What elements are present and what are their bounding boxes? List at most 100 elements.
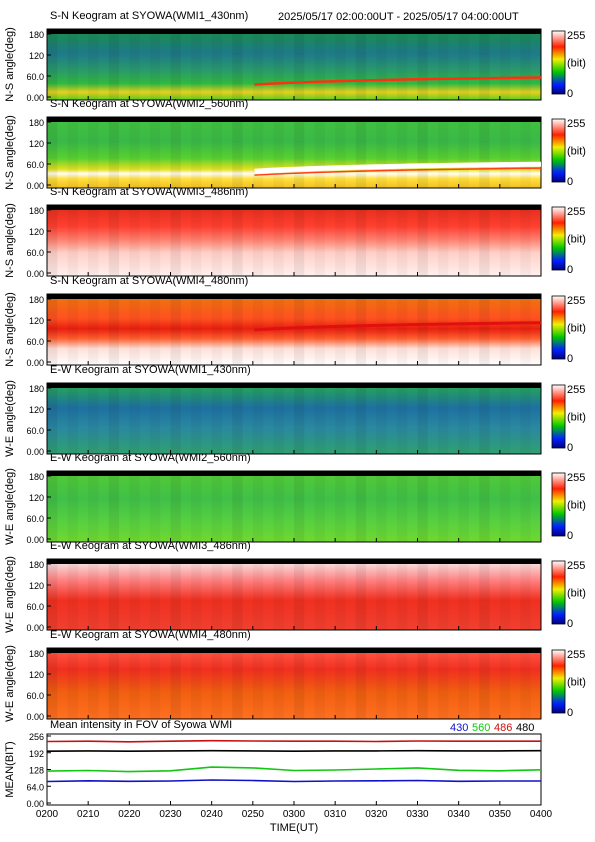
y-tick-label: 0.00 <box>26 712 44 722</box>
keogram-texture <box>191 34 201 100</box>
x-tick-label: 0240 <box>201 809 224 820</box>
keogram-texture <box>294 653 305 719</box>
keogram-texture <box>150 564 160 630</box>
keogram-texture <box>459 122 469 188</box>
keogram-texture <box>397 653 407 719</box>
keogram-texture <box>232 653 243 719</box>
keogram-texture <box>191 210 201 276</box>
line-x-axis-label: TIME(UT) <box>270 822 318 834</box>
keogram-texture <box>520 210 530 276</box>
keogram-texture <box>335 564 345 630</box>
keogram-panel-4: S-N Keogram at SYOWA(WMI4_480nm) 180 120 60… <box>4 275 586 368</box>
keogram-top-strip <box>47 294 541 299</box>
keogram-texture <box>397 210 407 276</box>
keogram-texture <box>315 210 325 276</box>
keogram-texture <box>376 299 386 365</box>
y-tick-label: 180 <box>29 649 44 659</box>
keogram-texture <box>417 210 428 276</box>
keogram-texture <box>459 299 469 365</box>
keogram-texture <box>47 34 58 100</box>
y-tick-label: 0.00 <box>26 799 44 809</box>
x-tick-label: 0220 <box>118 809 141 820</box>
keogram-top-strip <box>47 383 541 388</box>
y-tick-label: 180 <box>29 30 44 40</box>
keogram-texture <box>479 122 490 188</box>
keogram-texture <box>253 299 263 365</box>
keogram-texture <box>108 299 120 365</box>
keogram-texture <box>520 388 530 454</box>
colorbar-min-label: 0 <box>567 707 573 719</box>
keogram-texture <box>88 34 98 100</box>
keogram-texture <box>191 299 201 365</box>
keogram-texture <box>335 476 345 542</box>
y-tick-label: 0.00 <box>26 535 44 545</box>
keogram-texture <box>315 388 325 454</box>
keogram-top-strip <box>47 117 541 122</box>
series-line-480 <box>46 749 542 753</box>
keogram-texture <box>438 564 448 630</box>
keogram-texture <box>232 210 243 276</box>
colorbar-unit-label: (bit) <box>567 588 586 600</box>
colorbar-unit-label: (bit) <box>567 500 586 512</box>
x-tick-label: 0340 <box>448 809 471 820</box>
keogram-texture <box>68 299 78 365</box>
colorbar-unit-label: (bit) <box>567 58 586 70</box>
keogram-texture <box>500 34 510 100</box>
line-chart-frame <box>46 733 542 806</box>
y-tick-label: 0.00 <box>26 358 44 368</box>
y-axis-label: N-S angle(deg) <box>4 115 16 190</box>
y-tick-label: 180 <box>29 560 44 570</box>
colorbar-unit-label: (bit) <box>567 677 586 689</box>
x-tick-label: 0250 <box>242 809 265 820</box>
keogram-texture <box>232 476 243 542</box>
keogram-texture <box>150 653 160 719</box>
keogram-panel-7: E-W Keogram at SYOWA(WMI3_486nm) 180 120 60… <box>4 540 586 633</box>
y-tick-label: 60.0 <box>26 691 44 701</box>
keogram-texture <box>335 388 345 454</box>
keogram-texture <box>294 299 305 365</box>
keogram-texture <box>191 388 201 454</box>
keogram-texture <box>68 210 78 276</box>
keogram-texture <box>108 388 120 454</box>
keogram-texture <box>376 210 386 276</box>
x-tick-label: 0330 <box>406 809 429 820</box>
keogram-texture <box>459 476 469 542</box>
keogram-texture <box>520 299 530 365</box>
keogram-texture <box>417 299 428 365</box>
y-tick-label: 0.00 <box>26 447 44 457</box>
keogram-texture <box>47 476 58 542</box>
x-tick-label: 0210 <box>77 809 100 820</box>
keogram-texture <box>355 388 367 454</box>
y-tick-label: 120 <box>29 670 44 680</box>
colorbar-min-label: 0 <box>567 353 573 365</box>
keogram-panel-6: E-W Keogram at SYOWA(WMI2_560nm) 180 120 60… <box>4 452 586 545</box>
keogram-texture <box>170 210 181 276</box>
keogram-texture <box>212 476 222 542</box>
keogram-texture <box>273 476 283 542</box>
keogram-texture <box>88 299 98 365</box>
keogram-texture <box>459 34 469 100</box>
keogram-texture <box>417 388 428 454</box>
y-tick-label: 60.0 <box>26 426 44 436</box>
keogram-texture <box>68 653 78 719</box>
series-line-560 <box>46 766 542 773</box>
keogram-texture <box>253 564 263 630</box>
keogram-texture <box>376 564 386 630</box>
keogram-texture <box>520 476 530 542</box>
colorbar-unit-label: (bit) <box>567 234 586 246</box>
keogram-texture <box>438 122 448 188</box>
y-tick-label: 60.0 <box>26 602 44 612</box>
keogram-texture <box>459 653 469 719</box>
colorbar-max-label: 255 <box>567 384 585 396</box>
keogram-texture <box>232 564 243 630</box>
keogram-texture <box>68 388 78 454</box>
keogram-texture <box>376 388 386 454</box>
keogram-texture <box>417 122 428 188</box>
keogram-texture <box>500 299 510 365</box>
keogram-top-strip <box>47 29 541 34</box>
keogram-texture <box>212 653 222 719</box>
keogram-texture <box>315 299 325 365</box>
keogram-texture <box>170 122 181 188</box>
keogram-texture <box>335 34 345 100</box>
colorbar-min-label: 0 <box>567 264 573 276</box>
